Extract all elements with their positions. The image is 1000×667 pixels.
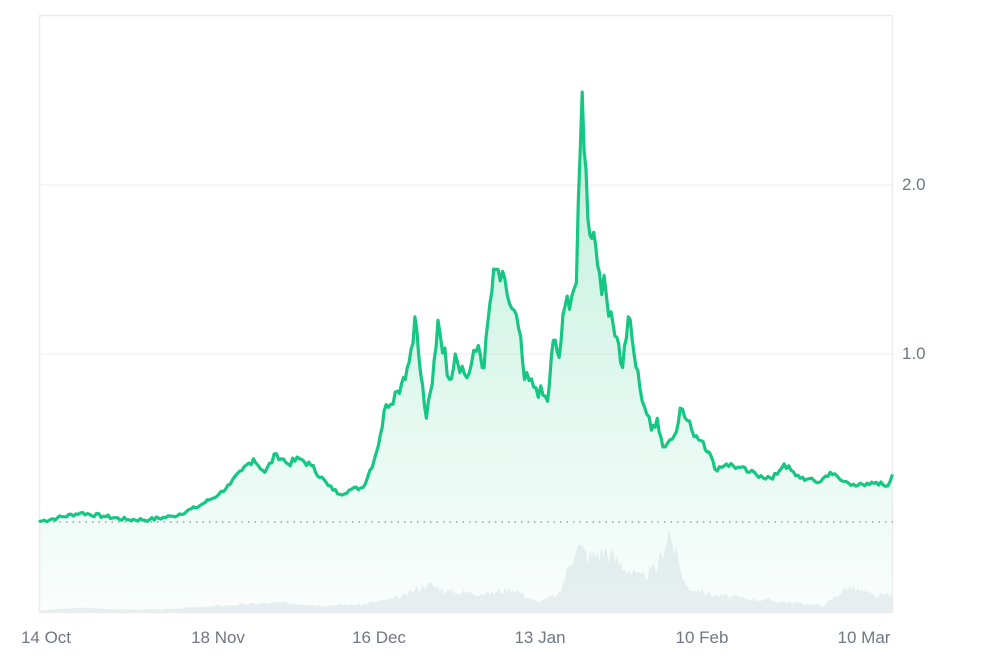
x-tick-label: 16 Dec xyxy=(352,628,406,647)
x-tick-label: 18 Nov xyxy=(191,628,245,647)
x-tick-label: 10 Mar xyxy=(837,628,891,647)
price-line[interactable] xyxy=(38,90,894,524)
y-tick-label: 1.0 xyxy=(902,344,926,363)
plot-frame xyxy=(38,14,894,614)
x-tick-label: 13 Jan xyxy=(514,628,566,647)
y-tick-label: 2.0 xyxy=(902,175,926,194)
x-tick-label: 10 Feb xyxy=(675,628,729,647)
price-area-fill xyxy=(40,92,892,613)
x-tick-label: 14 Oct xyxy=(20,628,72,647)
